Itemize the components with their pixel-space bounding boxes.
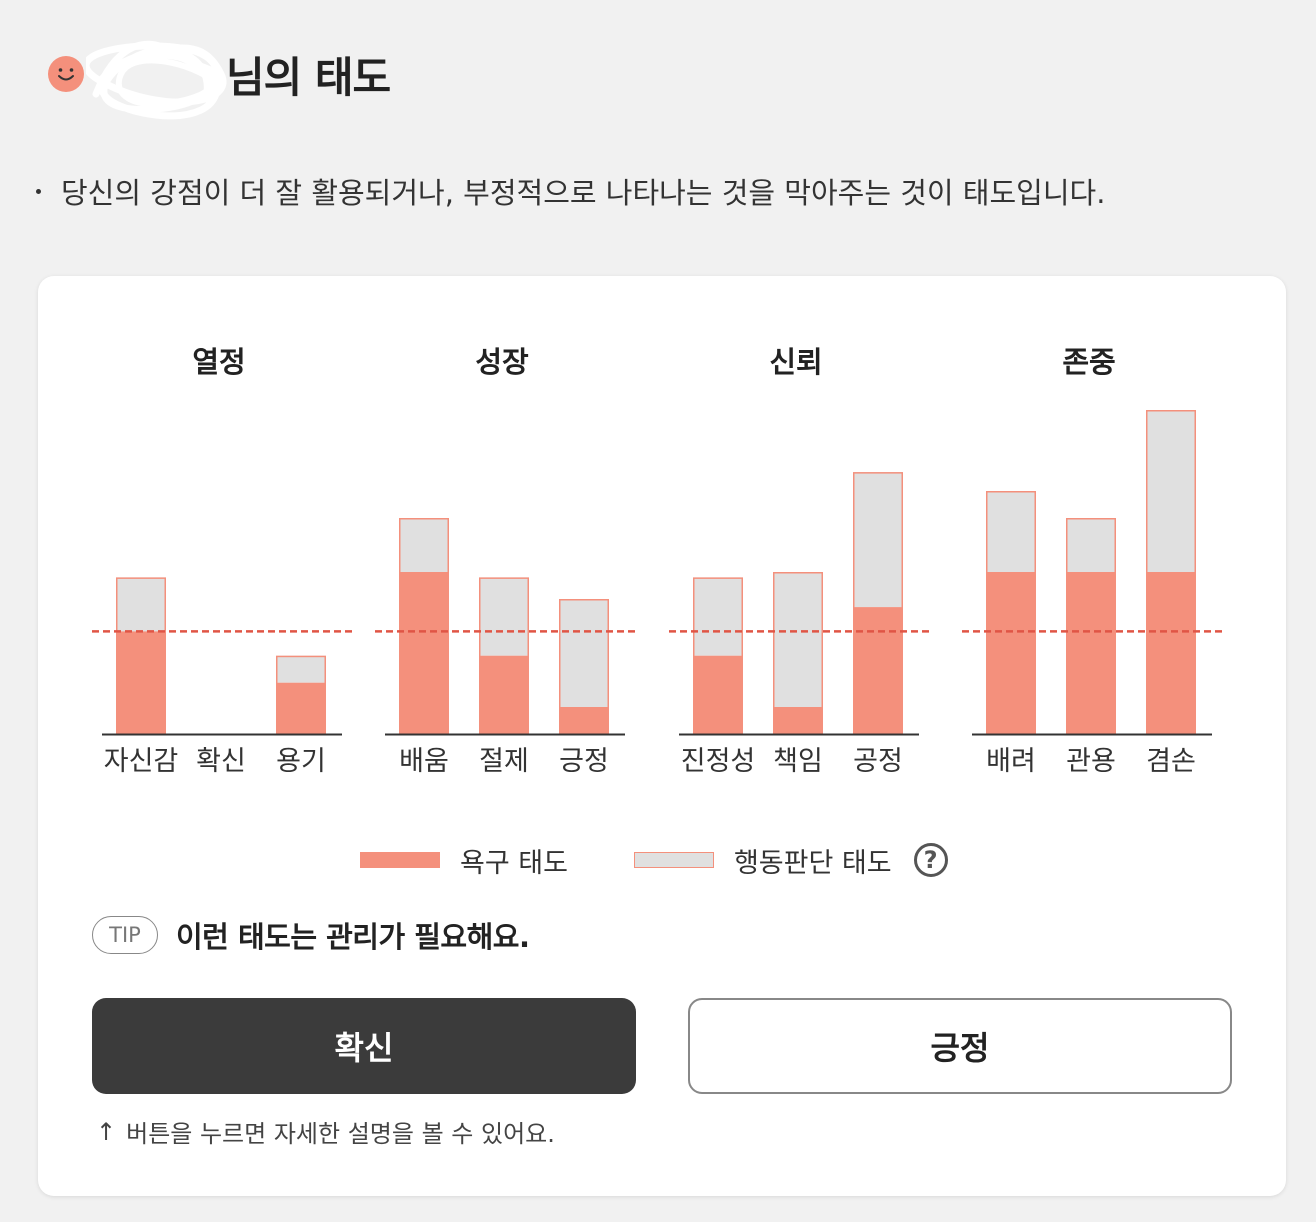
category-label: 확신 xyxy=(196,746,246,777)
bar-desire xyxy=(399,572,449,734)
tip-text: 이런 태도는 관리가 필요해요. xyxy=(176,920,530,954)
redacted-name-scribble xyxy=(86,40,230,120)
attitude-button-secondary[interactable]: 긍정 xyxy=(688,998,1232,1094)
group-title: 열정 xyxy=(192,345,245,379)
hint-row: ↑ 버튼을 누르면 자세한 설명을 볼 수 있어요. xyxy=(96,1114,555,1149)
page-title: 님의 태도 xyxy=(226,52,391,102)
bar-judgment xyxy=(693,577,743,656)
bar-judgment xyxy=(559,599,609,707)
description-text: 당신의 강점이 더 잘 활용되거나, 부정적으로 나타나는 것을 막아주는 것이… xyxy=(61,176,1106,210)
bar-desire xyxy=(116,631,166,734)
page-header: 님의 태도 xyxy=(48,40,391,120)
bar-desire xyxy=(853,607,903,734)
bar-desire xyxy=(276,682,326,734)
category-label: 진정성 xyxy=(681,746,756,777)
legend-label-desire: 욕구 태도 xyxy=(460,847,568,879)
bar-judgment xyxy=(479,577,529,656)
bullet-dot xyxy=(36,188,41,194)
bar-desire xyxy=(559,707,609,734)
category-label: 관용 xyxy=(1066,746,1116,777)
legend-swatch-desire xyxy=(360,852,440,868)
group-title: 성장 xyxy=(475,345,529,379)
category-label: 겸손 xyxy=(1146,746,1196,777)
question-circle-icon[interactable]: ? xyxy=(913,843,948,877)
bar-judgment xyxy=(853,472,903,608)
bar-judgment xyxy=(399,518,449,572)
smiley-avatar-icon xyxy=(48,56,84,92)
bar-desire xyxy=(773,707,823,734)
attitude-button-primary[interactable]: 확신 xyxy=(92,998,636,1094)
category-label: 공정 xyxy=(853,746,903,777)
group-title: 존중 xyxy=(1062,345,1115,379)
category-label: 절제 xyxy=(479,746,529,777)
bar-judgment xyxy=(1146,410,1196,572)
hint-text: 버튼을 누르면 자세한 설명을 볼 수 있어요. xyxy=(126,1120,555,1148)
bar-judgment xyxy=(276,655,326,683)
legend-label-judgment: 행동판단 태도 xyxy=(733,847,892,879)
category-label: 배움 xyxy=(399,746,449,777)
category-label: 용기 xyxy=(276,746,326,777)
tip-row: TIP 이런 태도는 관리가 필요해요. xyxy=(92,914,530,956)
bar-desire xyxy=(986,572,1036,734)
legend-swatch-judgment xyxy=(633,852,714,868)
bar-judgment xyxy=(773,572,823,707)
bar-judgment xyxy=(1066,518,1116,572)
category-label: 긍정 xyxy=(559,746,609,777)
bar-desire xyxy=(1146,572,1196,734)
bar-desire xyxy=(693,655,743,734)
category-label: 자신감 xyxy=(104,746,179,777)
chart-legend: 욕구 태도 행동판단 태도 ? xyxy=(360,842,948,879)
bar-desire xyxy=(1066,572,1116,734)
bar-judgment xyxy=(116,577,166,632)
category-label: 책임 xyxy=(773,746,823,777)
attitude-card: 열정 자신감 확신 용기 성장 배움 절제 긍정 신뢰 진정성 책임 공정 존중 배려 관용 겸손 욕구 태도… xyxy=(38,276,1286,1196)
group-title: 신뢰 xyxy=(769,345,822,379)
bar-desire xyxy=(479,655,529,734)
arrow-up-icon: ↑ xyxy=(96,1117,117,1146)
category-label: 배려 xyxy=(986,746,1036,777)
description: 당신의 강점이 더 잘 활용되거나, 부정적으로 나타나는 것을 막아주는 것이… xyxy=(36,170,1105,212)
tip-badge: TIP xyxy=(92,916,158,954)
bar-judgment xyxy=(986,491,1036,572)
